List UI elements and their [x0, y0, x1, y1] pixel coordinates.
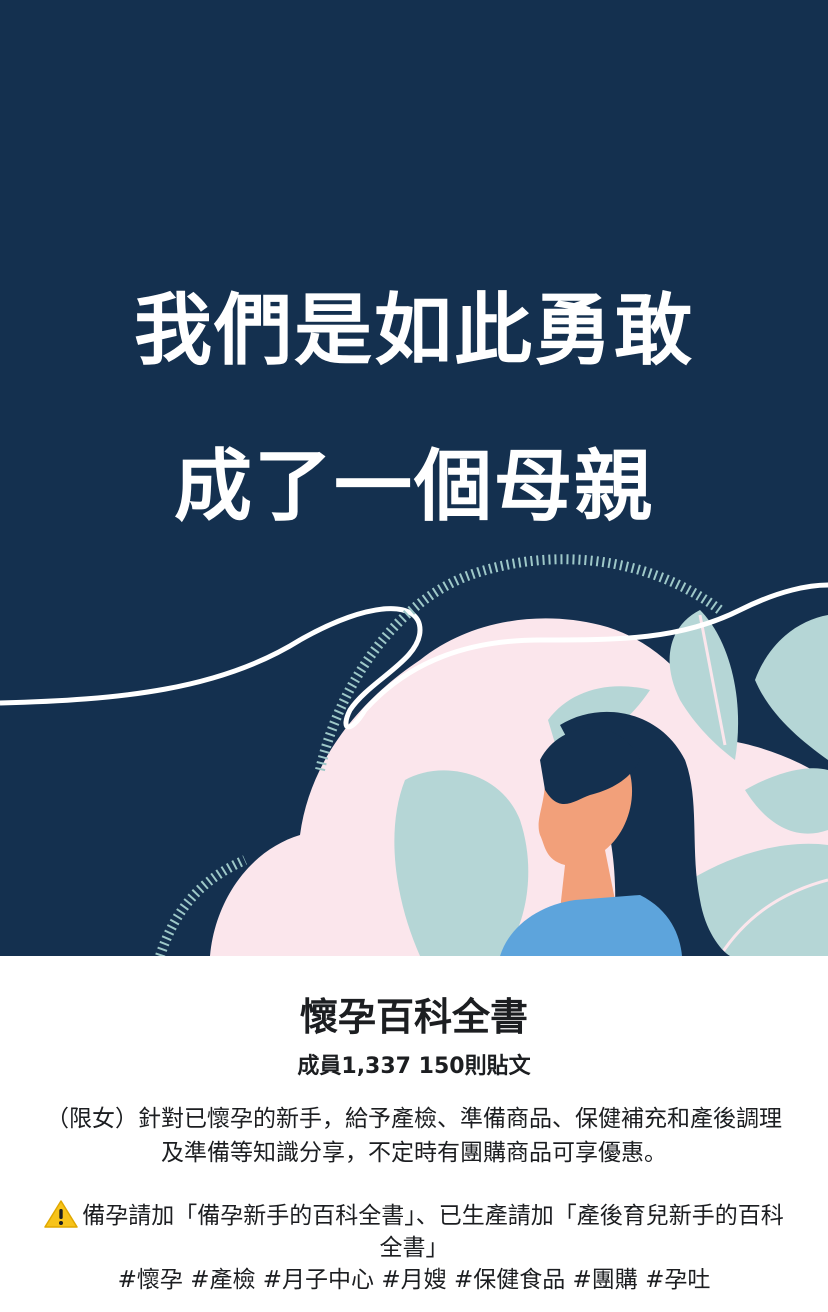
member-count[interactable]: 成員1,337 [297, 1054, 411, 1079]
group-hashtags[interactable]: #懷孕 #產檢 #月子中心 #月嫂 #保健食品 #團購 #孕吐 [117, 1267, 711, 1293]
notice-text: 備孕請加「備孕新手的百科全書」、已生產請加「產後育兒新手的百科全書」 [82, 1203, 784, 1261]
group-name[interactable]: 懷孕百科全書 [299, 995, 528, 1039]
group-cover-photo[interactable]: 我們是如此勇敢 成了一個母親 [0, 0, 828, 956]
group-stats: 成員1,337 150則貼文 [0, 1056, 828, 1078]
post-count: 150則貼文 [418, 1054, 531, 1079]
cover-headline-line2: 成了一個母親 [173, 442, 654, 532]
warning-icon [44, 1200, 78, 1228]
cover-illustration [0, 554, 828, 956]
group-notice: 備孕請加「備孕新手的百科全書」、已生產請加「產後育兒新手的百科全書」 [40, 1199, 788, 1264]
cover-headline-line1: 我們是如此勇敢 [133, 286, 694, 376]
group-description: （限女）針對已懷孕的新手，給予產檢、準備商品、保健補充和產後調理及準備等知識分享… [46, 1106, 782, 1166]
group-info: 懷孕百科全書 成員1,337 150則貼文 （限女）針對已懷孕的新手，給予產檢、… [0, 956, 828, 1312]
